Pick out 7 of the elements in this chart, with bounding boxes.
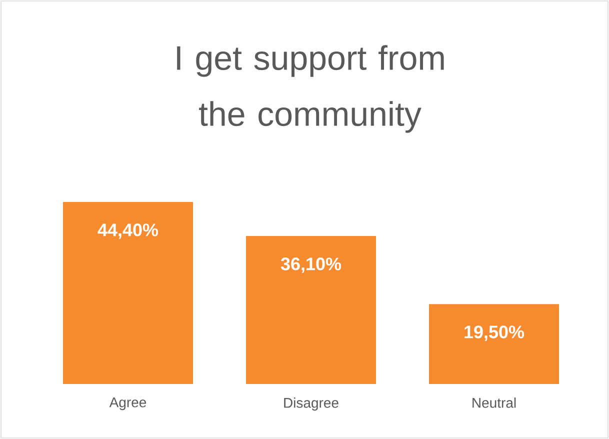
data-label: 44,40% <box>98 224 158 239</box>
x-tick-label: Disagree <box>284 398 338 411</box>
data-label: 36,10% <box>280 258 342 273</box>
data-label: 19,50% <box>464 326 524 341</box>
x-tick-label: Neutral <box>472 398 516 408</box>
x-tick-label: Agree <box>109 398 146 410</box>
chart-title: I get support from the community <box>177 45 444 133</box>
